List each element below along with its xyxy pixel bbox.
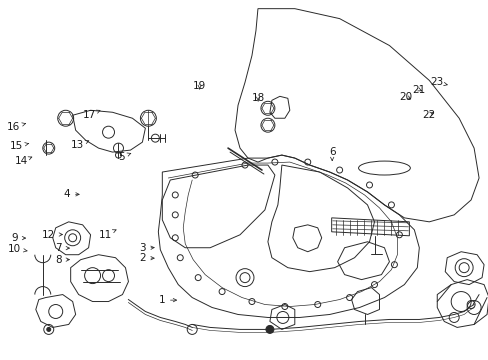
Text: 12: 12 (42, 230, 62, 239)
Text: 5: 5 (118, 152, 130, 162)
Text: 7: 7 (55, 243, 69, 253)
Text: 6: 6 (328, 147, 335, 161)
Text: 23: 23 (429, 77, 447, 87)
Text: 17: 17 (83, 110, 100, 120)
Text: 8: 8 (55, 255, 69, 265)
Text: 19: 19 (193, 81, 206, 91)
Text: 20: 20 (399, 92, 412, 102)
Text: 22: 22 (421, 110, 434, 120)
Text: 3: 3 (139, 243, 154, 253)
Text: 13: 13 (71, 140, 89, 150)
Text: 11: 11 (99, 230, 116, 239)
Text: 14: 14 (15, 156, 32, 166)
Text: 10: 10 (8, 244, 27, 254)
Text: 2: 2 (139, 253, 154, 263)
Text: 1: 1 (158, 295, 176, 305)
Text: 18: 18 (251, 93, 264, 103)
Circle shape (265, 325, 273, 333)
Text: 4: 4 (63, 189, 79, 199)
Text: 21: 21 (411, 85, 425, 95)
Text: 16: 16 (6, 122, 25, 132)
Circle shape (47, 328, 51, 332)
Text: 15: 15 (10, 141, 29, 151)
Text: 9: 9 (11, 233, 25, 243)
